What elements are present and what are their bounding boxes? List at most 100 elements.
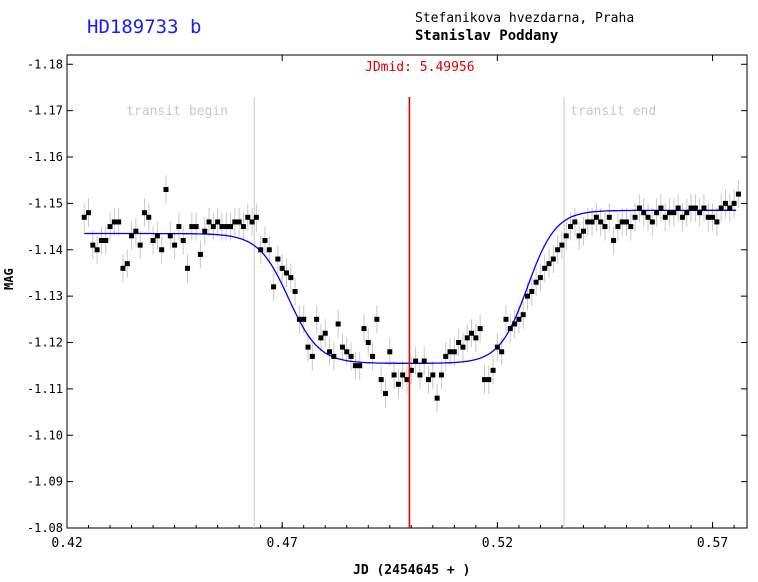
data-point: [193, 224, 199, 230]
data-point: [378, 377, 384, 383]
data-point: [494, 344, 500, 350]
data-point: [357, 363, 363, 369]
data-point: [507, 326, 513, 332]
data-point: [348, 353, 354, 359]
data-point: [658, 205, 664, 211]
data-point: [232, 219, 238, 225]
data-point: [649, 219, 655, 225]
data-point: [141, 210, 147, 216]
x-tick-label: 0.52: [482, 536, 513, 551]
y-tick-label: -1.14: [27, 243, 63, 257]
data-point: [352, 363, 358, 369]
y-tick-label: -1.11: [27, 382, 63, 396]
data-point: [86, 210, 92, 216]
data-point: [623, 219, 629, 225]
y-tick-label: -1.12: [27, 336, 63, 350]
data-point: [451, 349, 457, 355]
data-point: [387, 349, 393, 355]
data-point: [701, 205, 707, 211]
data-point: [598, 219, 604, 225]
data-point: [585, 219, 591, 225]
data-point: [576, 233, 582, 239]
data-point: [486, 377, 492, 383]
data-point: [413, 358, 419, 364]
data-point: [279, 265, 285, 271]
data-point: [546, 261, 552, 267]
x-axis-label: JD (2454645 + ): [353, 563, 471, 578]
jdmid-label: JDmid: 5.49956: [365, 60, 475, 75]
data-point: [103, 237, 109, 243]
data-point: [111, 219, 117, 225]
x-tick-label: 0.57: [697, 536, 728, 551]
plot-frame: [66, 54, 748, 529]
data-point: [408, 367, 414, 373]
data-point: [94, 247, 100, 253]
data-point: [533, 279, 539, 285]
data-point: [197, 251, 203, 257]
data-point: [469, 330, 475, 336]
fit-curve: [84, 209, 737, 364]
x-tick-label: 0.42: [51, 536, 82, 551]
data-point: [176, 224, 182, 230]
data-point: [684, 210, 690, 216]
data-point: [271, 284, 277, 290]
data-point: [288, 275, 294, 281]
data-point: [438, 372, 444, 378]
data-point: [512, 321, 518, 327]
data-point: [172, 242, 178, 248]
data-point: [331, 353, 337, 359]
data-point: [301, 316, 307, 322]
data-point: [370, 353, 376, 359]
data-point: [219, 224, 225, 230]
data-point: [382, 391, 388, 397]
data-point: [460, 344, 466, 350]
data-point: [735, 191, 741, 197]
data-point: [335, 321, 341, 327]
data-point: [163, 186, 169, 192]
data-point: [727, 205, 733, 211]
data-point: [714, 219, 720, 225]
data-point: [606, 214, 612, 220]
data-point: [262, 237, 268, 243]
data-point: [236, 219, 242, 225]
data-point: [107, 224, 113, 230]
data-point: [129, 233, 135, 239]
data-point: [456, 340, 462, 346]
x-tick-label: 0.47: [267, 536, 298, 551]
data-point: [568, 224, 574, 230]
data-point: [447, 349, 453, 355]
data-point: [266, 247, 272, 253]
transit-begin-label: transit begin: [126, 104, 228, 119]
data-point: [240, 224, 246, 230]
data-point: [731, 200, 737, 206]
transit-end-label: transit end: [570, 104, 656, 119]
data-point: [258, 247, 264, 253]
data-point: [662, 214, 668, 220]
data-point: [555, 247, 561, 253]
data-point: [228, 224, 234, 230]
data-point: [667, 210, 673, 216]
data-point: [81, 214, 87, 220]
chart-title: HD189733 b: [87, 16, 202, 38]
data-point: [189, 224, 195, 230]
y-tick-label: -1.08: [27, 521, 63, 535]
data-point: [525, 293, 531, 299]
data-point: [417, 372, 423, 378]
data-point: [292, 289, 298, 294]
data-point: [722, 200, 728, 206]
data-point: [150, 237, 156, 243]
data-point: [688, 205, 694, 211]
data-point: [365, 340, 371, 346]
data-point: [327, 349, 333, 355]
data-point: [98, 237, 104, 243]
data-point: [641, 210, 647, 216]
data-point: [490, 367, 496, 373]
data-point: [180, 237, 186, 243]
data-point: [309, 353, 315, 359]
data-point: [133, 228, 139, 234]
data-point: [645, 214, 651, 220]
data-point: [210, 224, 216, 230]
data-point: [159, 247, 165, 253]
data-point: [619, 219, 625, 225]
